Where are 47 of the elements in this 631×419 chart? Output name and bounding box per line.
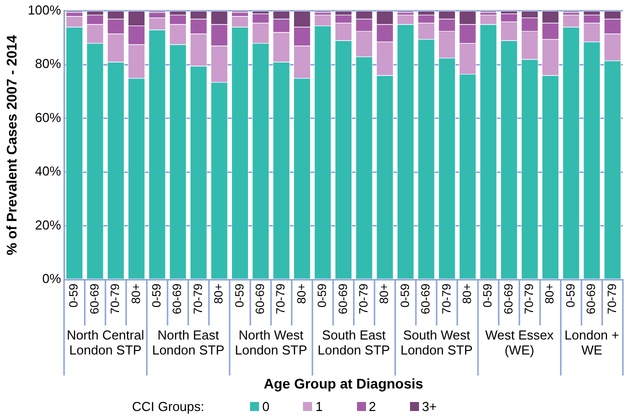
y-tick-label: 40%: [35, 164, 62, 179]
x-tick-label: 70-79: [604, 283, 619, 314]
text: West Essex (WE): [485, 328, 554, 358]
x-tick-label: 0-59: [232, 283, 246, 308]
x-tick-label: 60-69: [501, 283, 516, 314]
y-tick-label: 100%: [28, 2, 62, 18]
text: North East London STP: [152, 328, 224, 358]
x-tick-label: 80+: [128, 284, 143, 304]
legend-label: 1: [315, 398, 323, 414]
y-tick-label: 60%: [35, 110, 62, 125]
x-tick-label: 0-59: [563, 283, 578, 308]
x-tick-label: 80+: [542, 284, 557, 304]
x-tick-label: 70-79: [108, 283, 122, 314]
x-tick-label: 80+: [377, 284, 392, 304]
y-tick-label: 20%: [35, 217, 62, 232]
text: South East London STP: [318, 328, 390, 358]
x-tick-label: 0-59: [150, 283, 164, 308]
x-tick-label: 0-59: [66, 283, 81, 308]
x-tick-label: 0-59: [398, 283, 412, 308]
legend-label: 3+: [422, 398, 437, 414]
legend-title: CCI Groups:: [132, 398, 204, 414]
x-tick-label: 70-79: [356, 283, 370, 314]
x-tick-label: 70-79: [439, 283, 454, 314]
y-tick-label: 0%: [42, 271, 62, 286]
x-tick-label: 70-79: [274, 283, 288, 314]
x-tick-label: 80+: [460, 284, 474, 304]
x-tick-label: 60-69: [252, 283, 267, 314]
x-tick-label: 60-69: [418, 283, 433, 314]
text: South West London STP: [400, 328, 473, 358]
x-tick-label: 60-69: [584, 283, 598, 314]
x-tick-label: 0-59: [315, 283, 330, 308]
x-axis-title: Age Group at Diagnosis: [264, 375, 424, 392]
x-tick-label: 60-69: [336, 283, 350, 314]
y-axis-title: % of Prevalent Cases 2007 - 2014: [3, 34, 20, 256]
text: London + WE: [564, 328, 620, 358]
legend-label: 0: [262, 398, 270, 414]
x-tick-label: 0-59: [480, 283, 495, 308]
x-tick-label: 80+: [294, 284, 308, 304]
text: North Central London STP: [66, 328, 144, 358]
text: North West London STP: [234, 328, 308, 358]
x-tick-label: 70-79: [522, 283, 536, 314]
y-tick-label: 80%: [35, 56, 62, 72]
x-tick-label: 60-69: [87, 283, 102, 314]
x-tick-label: 60-69: [170, 283, 184, 314]
x-tick-label: 70-79: [190, 283, 205, 314]
x-tick-label: 80+: [212, 284, 226, 304]
legend-label: 2: [368, 398, 376, 414]
